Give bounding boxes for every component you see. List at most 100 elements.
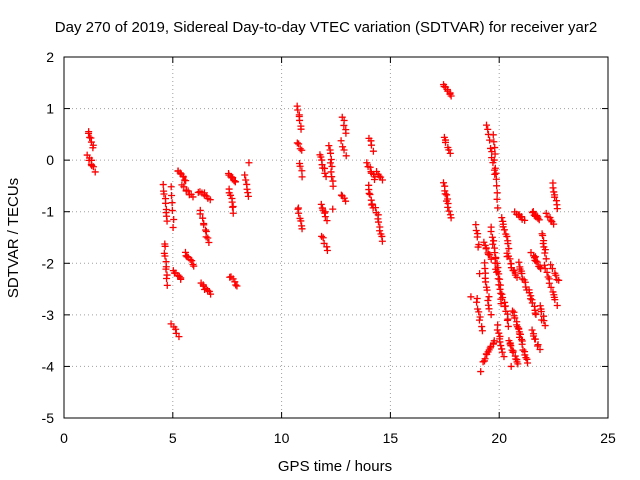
data-point-368: [498, 290, 506, 298]
data-point-199: [363, 159, 371, 167]
data-point-46: [177, 275, 185, 283]
data-point-131: [294, 106, 302, 114]
data-point-326: [489, 131, 497, 139]
data-point-201: [366, 163, 374, 171]
data-point-497: [545, 279, 553, 287]
data-point-474: [531, 335, 539, 343]
data-point-194: [342, 197, 350, 205]
data-point-523: [555, 276, 563, 284]
data-point-330: [490, 156, 498, 164]
data-point-525: [321, 208, 329, 216]
data-point-490: [541, 249, 549, 257]
data-point-491: [542, 255, 550, 263]
data-point-51: [175, 333, 183, 341]
data-point-175: [327, 155, 335, 163]
data-point-272: [481, 355, 489, 363]
x-tick-label-0: 0: [60, 430, 68, 446]
data-point-511: [549, 184, 557, 192]
data-point-186: [342, 129, 350, 137]
data-point-188: [339, 143, 347, 151]
data-point-109: [231, 178, 239, 186]
data-point-190: [342, 152, 350, 160]
data-point-38: [170, 215, 178, 223]
data-point-193: [340, 194, 348, 202]
data-point-127: [243, 185, 251, 193]
data-point-269: [478, 327, 486, 335]
data-point-137: [293, 139, 301, 147]
data-point-524: [245, 159, 253, 167]
data-point-521: [552, 271, 560, 279]
data-point-59: [182, 177, 190, 185]
data-point-517: [553, 205, 561, 213]
data-point-301: [487, 311, 495, 319]
data-point-519: [548, 265, 556, 273]
data-point-240: [442, 138, 450, 146]
data-point-257: [472, 227, 480, 235]
data-point-311: [491, 170, 499, 178]
data-point-25: [161, 242, 169, 250]
data-point-85: [196, 210, 204, 218]
data-point-248: [443, 191, 451, 199]
data-point-220: [371, 204, 379, 212]
x-tick-label-1: 5: [169, 430, 177, 446]
data-point-88: [200, 221, 208, 229]
data-point-210: [366, 191, 374, 199]
data-point-526: [329, 205, 337, 213]
data-point-224: [374, 218, 382, 226]
data-point-376: [503, 316, 511, 324]
data-point-530: [538, 316, 546, 324]
data-point-445: [526, 295, 534, 303]
data-point-139: [296, 145, 304, 153]
data-point-305: [486, 136, 494, 144]
data-point-504: [542, 209, 550, 217]
data-point-107: [230, 177, 238, 185]
data-point-97: [201, 286, 209, 294]
data-point-453: [529, 207, 537, 215]
data-point-297: [485, 293, 493, 301]
data-point-487: [539, 239, 547, 247]
data-point-140: [298, 146, 306, 154]
data-point-92: [204, 234, 212, 242]
data-point-316: [489, 240, 497, 248]
y-tick-label-1: 1: [46, 101, 54, 117]
data-point-362: [500, 226, 508, 234]
data-point-229: [378, 237, 386, 245]
data-point-285: [482, 245, 490, 253]
data-point-294: [482, 278, 490, 286]
data-point-206: [370, 175, 378, 183]
data-point-470: [528, 326, 536, 334]
y-tick-label-6: -4: [42, 358, 55, 374]
data-point-281: [490, 337, 498, 345]
data-point-236: [446, 89, 454, 97]
data-point-91: [202, 233, 210, 241]
data-point-361: [499, 223, 507, 231]
data-point-33: [163, 281, 171, 289]
data-point-197: [367, 141, 375, 149]
data-point-509: [550, 220, 558, 228]
data-point-23: [163, 217, 171, 225]
data-point-253: [445, 207, 453, 215]
data-point-39: [169, 223, 177, 231]
data-point-347: [497, 300, 505, 308]
data-point-172: [325, 142, 333, 150]
x-tick-label-4: 20: [491, 430, 507, 446]
data-point-332: [492, 169, 500, 177]
data-point-101: [207, 290, 215, 298]
plot-frame: [63, 56, 609, 419]
data-point-136: [297, 125, 305, 133]
data-point-357: [500, 353, 508, 361]
data-point-342: [494, 275, 502, 283]
data-point-75: [190, 262, 198, 270]
data-point-117: [229, 209, 237, 217]
data-point-267: [475, 316, 483, 324]
data-point-315: [490, 237, 498, 245]
data-point-30: [162, 265, 170, 273]
data-point-124: [241, 171, 249, 179]
data-point-334: [493, 182, 501, 190]
data-point-64: [184, 187, 192, 195]
data-point-435: [518, 340, 526, 348]
data-point-187: [337, 137, 345, 145]
x-axis-label: GPS time / hours: [278, 458, 392, 475]
data-point-339: [491, 259, 499, 267]
data-point-247: [441, 190, 449, 198]
